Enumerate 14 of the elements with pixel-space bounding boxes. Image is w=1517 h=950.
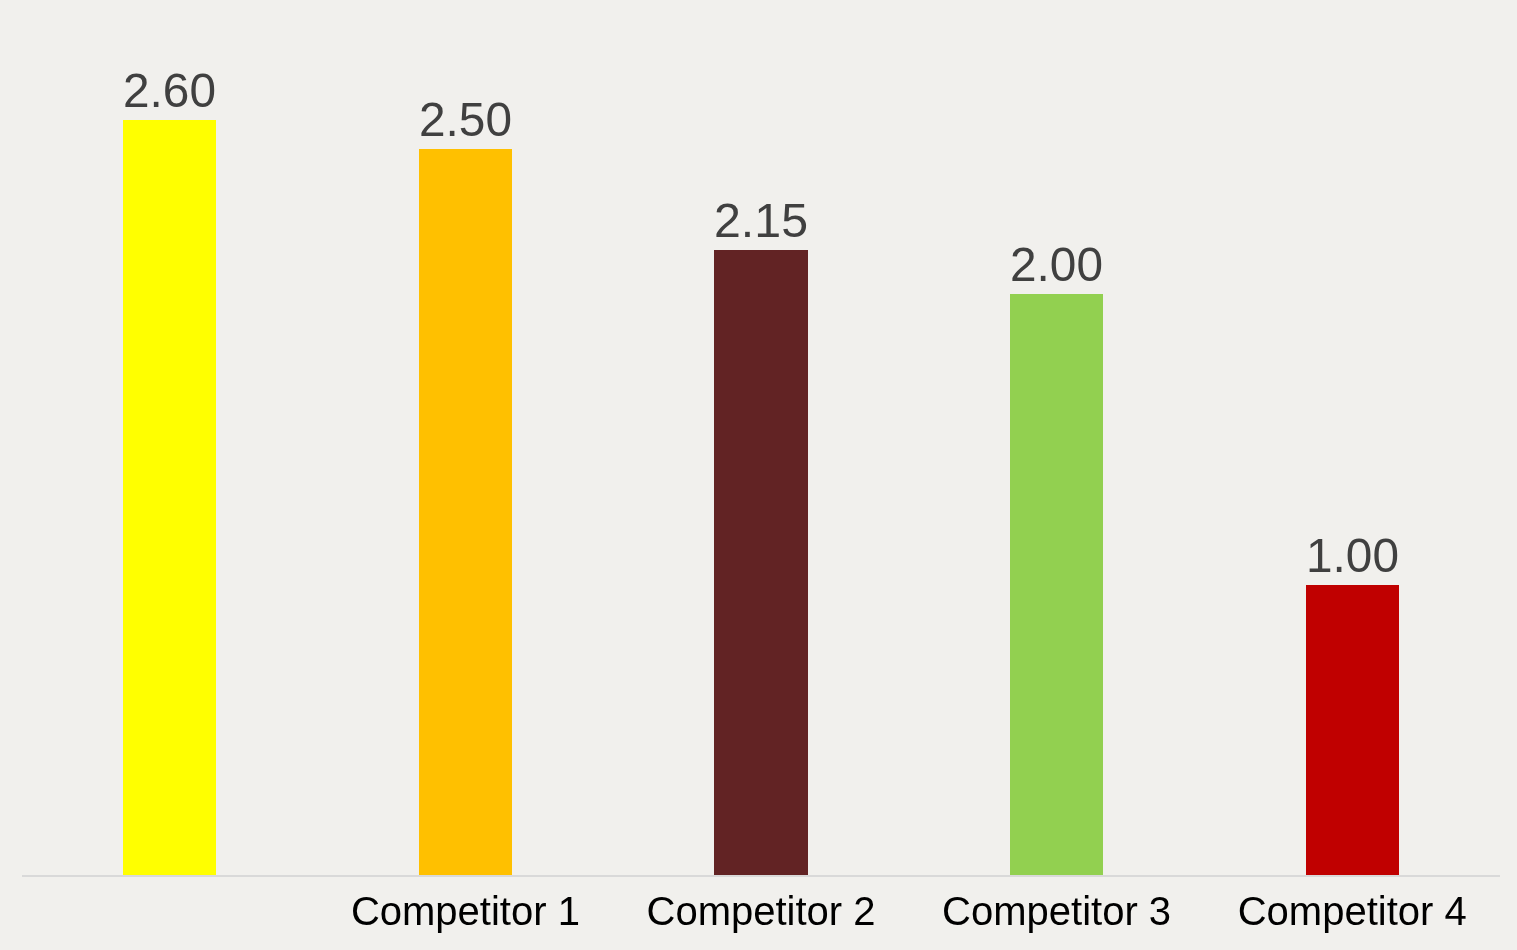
bar bbox=[123, 120, 216, 875]
bar bbox=[1306, 585, 1399, 875]
bar bbox=[419, 149, 512, 875]
x-tick-label: Competitor 4 bbox=[1237, 889, 1467, 933]
data-label: 2.15 bbox=[714, 192, 808, 247]
x-tick-label: Competitor 3 bbox=[942, 889, 1172, 933]
data-label: 1.00 bbox=[1306, 528, 1399, 582]
bar bbox=[714, 250, 808, 875]
x-tick-label: Competitor 1 bbox=[350, 889, 580, 933]
data-label: 2.60 bbox=[123, 63, 216, 117]
x-tick-label: Competitor 2 bbox=[646, 889, 876, 933]
data-label: 2.50 bbox=[419, 92, 512, 146]
data-label: 2.00 bbox=[1010, 237, 1103, 291]
bar bbox=[1010, 294, 1103, 875]
